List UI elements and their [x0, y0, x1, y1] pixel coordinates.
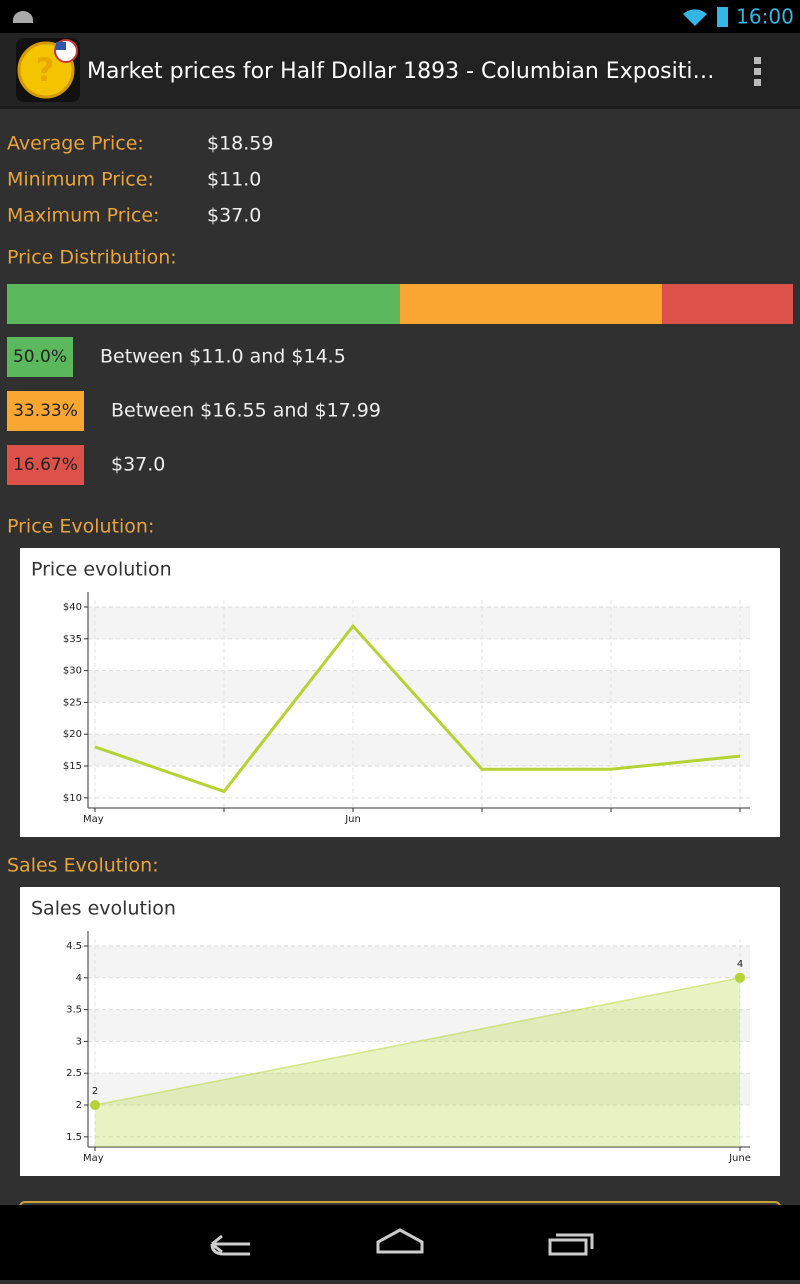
- stat-value: $37.0: [207, 205, 261, 227]
- chart-title: Sales evolution: [31, 898, 176, 920]
- y-tick-label: 1.5: [66, 1132, 82, 1143]
- distribution-segment: [400, 284, 662, 324]
- x-tick-label: May: [83, 814, 104, 825]
- x-tick-label: June: [728, 1153, 751, 1164]
- data-point: [90, 1100, 100, 1111]
- percent-badge: [7, 445, 84, 485]
- percent-label: 16.67%: [13, 455, 78, 475]
- android-icon: [13, 11, 33, 23]
- y-tick-label: 4: [76, 973, 82, 984]
- y-tick-label: 2.5: [66, 1068, 82, 1079]
- y-tick-label: 2: [76, 1100, 82, 1111]
- y-tick-label: $30: [63, 666, 82, 677]
- navigation-bar: [0, 1205, 800, 1280]
- range-label: Between $11.0 and $14.5: [100, 346, 346, 368]
- stat-label: Maximum Price:: [7, 205, 159, 227]
- y-tick-label: $15: [63, 761, 82, 772]
- x-tick-label: Jun: [344, 814, 361, 825]
- section-label: Price Distribution:: [7, 247, 177, 269]
- stat-value: $18.59: [207, 133, 273, 155]
- stat-label: Minimum Price:: [7, 169, 154, 191]
- area-line: [94, 977, 741, 1106]
- section-label: Sales Evolution:: [7, 855, 159, 877]
- recents-button[interactable]: [548, 1233, 594, 1256]
- percent-label: 33.33%: [13, 401, 78, 421]
- app-bar: [0, 33, 800, 107]
- overflow-menu[interactable]: [754, 57, 761, 86]
- y-tick-label: $35: [63, 634, 82, 645]
- range-label: $37.0: [111, 454, 165, 476]
- app-icon: ?: [16, 38, 80, 102]
- y-tick-label: 3.5: [66, 1005, 82, 1016]
- battery-icon: [717, 7, 728, 27]
- grid-band: [88, 1073, 750, 1106]
- grid-band: [88, 734, 750, 767]
- app-title: Market prices for Half Dollar 1893 - Col…: [87, 59, 714, 84]
- y-tick-label: $20: [63, 729, 82, 740]
- data-point: [735, 972, 745, 983]
- wifi-icon: [683, 9, 707, 27]
- clock: 16:00: [736, 5, 794, 29]
- chart-title: Price evolution: [31, 559, 172, 581]
- area: [95, 977, 740, 1147]
- percent-badge: [7, 391, 84, 431]
- data-label: 4: [737, 959, 743, 970]
- grid-band: [88, 606, 750, 639]
- y-tick-label: $40: [63, 602, 82, 613]
- stat-value: $11.0: [207, 169, 261, 191]
- percent-label: 50.0%: [13, 347, 67, 367]
- distribution-segment: [7, 284, 400, 324]
- svg-text:?: ?: [36, 51, 55, 89]
- stat-label: Average Price:: [7, 133, 144, 155]
- y-tick-label: 4.5: [66, 941, 82, 952]
- app-bar-shadow: [0, 106, 800, 109]
- distribution-segment: [661, 284, 793, 324]
- y-tick-label: $10: [63, 793, 82, 804]
- data-label: 2: [92, 1086, 98, 1097]
- x-tick-label: May: [83, 1153, 104, 1164]
- home-button[interactable]: [376, 1228, 424, 1254]
- grid-band: [88, 945, 750, 978]
- status-bar: [0, 0, 800, 33]
- range-label: Between $16.55 and $17.99: [111, 400, 381, 422]
- y-tick-label: 3: [76, 1036, 82, 1047]
- percent-badge: [7, 337, 73, 377]
- line: [94, 623, 741, 794]
- y-tick-label: $25: [63, 697, 82, 708]
- grid-band: [88, 1009, 750, 1042]
- back-button[interactable]: [210, 1234, 250, 1256]
- section-label: Price Evolution:: [7, 516, 154, 538]
